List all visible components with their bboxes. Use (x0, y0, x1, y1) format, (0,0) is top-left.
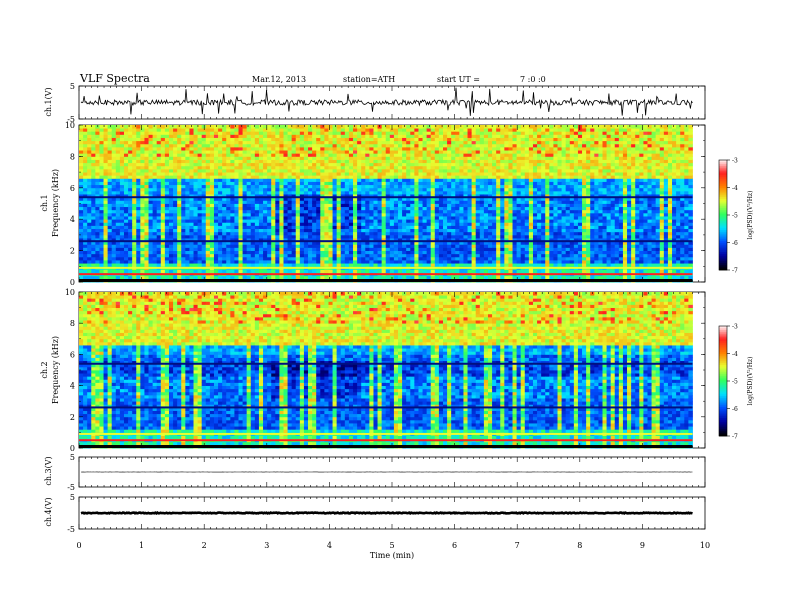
xtick-label: 2 (202, 541, 207, 550)
ytick-label: 10 (65, 288, 75, 297)
ytick-label: 5 (70, 493, 75, 502)
xtick-label: 7 (515, 541, 520, 550)
ytick-label: -5 (67, 483, 75, 492)
colorbar-ch2: -3 -4 -5 -6 -7 (718, 324, 738, 441)
xtick-label: 0 (76, 541, 81, 550)
xtick-label: 6 (452, 541, 457, 550)
colorbar-tick-label: -5 (732, 213, 738, 220)
colorbar-tick-label: -4 (732, 185, 738, 192)
ytick-label: 5 (70, 453, 75, 462)
xtick-label: 3 (264, 541, 269, 550)
ch1-spectrogram-ylabel: ch.1 (40, 194, 49, 211)
ytick-label: 4 (70, 382, 75, 391)
colorbar-ch1: -3 -4 -5 -6 -7 (718, 158, 738, 275)
ytick-label: 2 (70, 247, 75, 256)
colorbar-ch2-label: log(PSD)(V²/Hz) (747, 357, 754, 406)
ytick-label: 6 (70, 350, 75, 359)
ch2-spectrogram (79, 292, 693, 449)
ytick-label: 8 (70, 152, 75, 161)
colorbar-tick-label: -5 (732, 379, 738, 386)
xtick-label: 10 (700, 541, 710, 550)
ch1-frequency-ylabel: Frequency (kHz) (51, 169, 60, 237)
xtick-label: 9 (640, 541, 645, 550)
ch3-waveform-ylabel: ch.3(V) (44, 456, 53, 485)
colorbar-ch1-label: log(PSD)(V²/Hz) (747, 191, 754, 240)
x-axis-label: Time (min) (370, 551, 414, 560)
ytick-label: -5 (67, 525, 75, 534)
date-label: Mar.12, 2013 (252, 75, 306, 84)
ch2-spectrogram-ylabel: ch.2 (40, 361, 49, 378)
ytick-label: 8 (70, 319, 75, 328)
ytick-label: 6 (70, 184, 75, 193)
ytick-label: 0 (70, 444, 75, 453)
ch2-frequency-ylabel: Frequency (kHz) (51, 336, 60, 404)
ytick-label: 2 (70, 413, 75, 422)
ch1-spectrogram (79, 125, 693, 283)
xtick-label: 4 (327, 541, 332, 550)
colorbar-tick-label: -7 (732, 268, 738, 275)
colorbar-tick-label: -3 (732, 158, 738, 165)
ytick-label: 4 (70, 215, 75, 224)
colorbar-tick-label: -4 (732, 351, 738, 358)
ytick-label: -5 (67, 115, 75, 124)
ytick-label: 10 (65, 121, 75, 130)
start-ut-label: start UT = (437, 75, 480, 84)
xtick-label: 8 (577, 541, 582, 550)
colorbar-tick-label: -6 (732, 406, 738, 413)
ch1-waveform-ylabel: ch.1(V) (44, 87, 53, 116)
station-label: station=ATH (343, 75, 395, 84)
ch4-waveform (80, 511, 693, 516)
start-time-label: 7 :0 :0 (520, 75, 546, 84)
ch4-waveform-ylabel: ch.4(V) (44, 497, 53, 526)
figure-title: VLF Spectra (79, 72, 150, 85)
xtick-label: 5 (389, 541, 394, 550)
ytick-label: 5 (70, 82, 75, 91)
colorbar-tick-label: -3 (732, 324, 738, 331)
ytick-label: 0 (70, 278, 75, 287)
colorbar-tick-label: -7 (732, 434, 738, 441)
ch1-waveform (80, 87, 693, 116)
colorbar-tick-label: -6 (732, 240, 738, 247)
xtick-label: 1 (139, 541, 144, 550)
